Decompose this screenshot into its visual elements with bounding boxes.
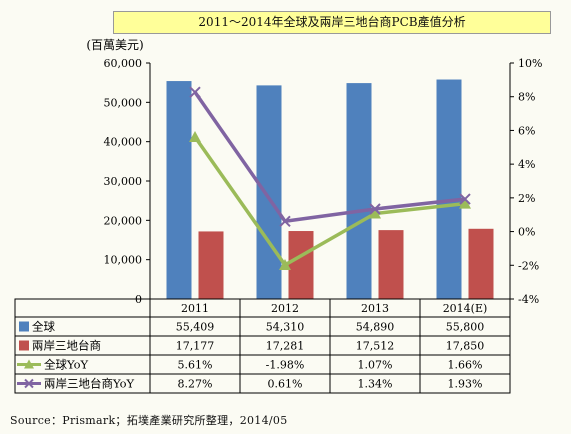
bar-global bbox=[436, 79, 462, 300]
table-cell: -1.98% bbox=[266, 359, 305, 372]
triangle-marker bbox=[279, 258, 291, 270]
y-tick-label-right: 6% bbox=[518, 124, 535, 137]
series-line-global-yoy bbox=[193, 135, 466, 267]
legend-swatch bbox=[19, 321, 29, 332]
source-note: Source：Prismark；拓墣產業研究所整理，2014/05 bbox=[10, 414, 288, 427]
y-tick-label-right: -2% bbox=[518, 259, 539, 272]
x-tick-label: 2013 bbox=[361, 302, 389, 315]
table-cell: 55,800 bbox=[446, 321, 485, 334]
table-cell: 54,890 bbox=[356, 321, 395, 334]
triangle-marker bbox=[369, 207, 381, 219]
table-cell: 17,177 bbox=[176, 340, 215, 353]
bar-taiwan bbox=[288, 231, 314, 299]
legend-label: 兩岸三地台商 bbox=[32, 339, 101, 353]
table-cell: 54,310 bbox=[266, 321, 305, 334]
y-tick-label-right: 2% bbox=[518, 192, 535, 205]
chart-title: 2011～2014年全球及兩岸三地台商PCB產值分析 bbox=[113, 11, 551, 34]
y-tick-label-left: 50,000 bbox=[104, 96, 143, 109]
bar-taiwan bbox=[468, 228, 494, 299]
bar-taiwan bbox=[378, 230, 404, 299]
x-tick-label: 2012 bbox=[271, 302, 299, 315]
bar-global bbox=[166, 81, 192, 300]
legend-label: 全球 bbox=[32, 320, 55, 334]
y-tick-label-left: 40,000 bbox=[104, 136, 143, 149]
y-tick-label-left: 10,000 bbox=[104, 254, 143, 267]
table-cell: 17,512 bbox=[356, 340, 395, 353]
legend-triangle-marker bbox=[24, 359, 34, 369]
y-tick-label-left: 30,000 bbox=[104, 175, 143, 188]
table-cell: 55,409 bbox=[176, 321, 215, 334]
y-tick-label-right: 0% bbox=[518, 226, 535, 239]
legend-swatch bbox=[19, 340, 29, 351]
legend-label: 兩岸三地台商YoY bbox=[44, 377, 135, 391]
table-cell: 1.34% bbox=[358, 378, 393, 391]
table-cell: 1.07% bbox=[358, 359, 393, 372]
bar-global bbox=[256, 85, 282, 299]
x-marker bbox=[369, 203, 381, 215]
table-cell: 0.61% bbox=[268, 378, 303, 391]
bar-global bbox=[346, 83, 372, 299]
table-cell: 17,850 bbox=[446, 340, 485, 353]
legend-label: 全球YoY bbox=[44, 358, 89, 372]
y-tick-label-left: 20,000 bbox=[104, 214, 143, 227]
triangle-marker bbox=[189, 131, 201, 143]
table-cell: 17,281 bbox=[266, 340, 305, 353]
triangle-marker bbox=[459, 197, 471, 209]
y-tick-label-right: -4% bbox=[518, 293, 539, 306]
y-unit-label: (百萬美元) bbox=[86, 38, 143, 52]
x-marker bbox=[279, 215, 291, 227]
x-tick-label: 2014(E) bbox=[443, 302, 488, 315]
series-line-taiwan-yoy bbox=[193, 91, 466, 224]
legend-x-marker bbox=[24, 378, 34, 389]
y-tick-label-right: 4% bbox=[518, 158, 535, 171]
table-cell: 8.27% bbox=[178, 378, 213, 391]
y-tick-label-left: 60,000 bbox=[104, 57, 143, 70]
y-tick-label-right: 10% bbox=[518, 57, 542, 70]
x-marker bbox=[459, 193, 471, 205]
x-marker bbox=[189, 86, 201, 98]
bar-taiwan bbox=[198, 231, 224, 299]
table-cell: 1.93% bbox=[448, 378, 483, 391]
x-tick-label: 2011 bbox=[181, 302, 209, 315]
table-cell: 5.61% bbox=[178, 359, 213, 372]
y-tick-label-right: 8% bbox=[518, 91, 535, 104]
table-cell: 1.66% bbox=[448, 359, 483, 372]
